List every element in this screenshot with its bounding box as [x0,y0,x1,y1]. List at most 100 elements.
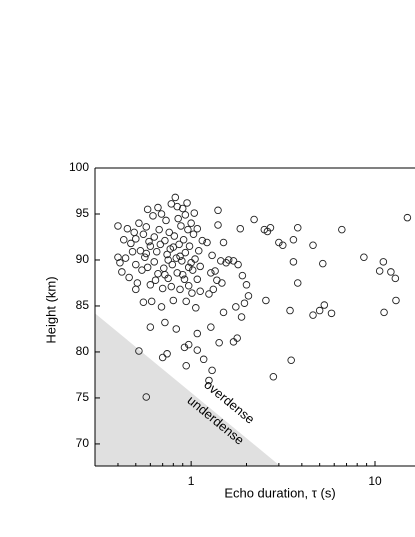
point [320,301,329,309]
point [209,285,218,294]
point [139,298,148,307]
point [162,216,170,225]
point [132,235,140,243]
point [275,238,283,247]
point [289,258,298,266]
point [188,289,196,297]
y-tick-label: 75 [76,390,90,404]
point [214,206,222,215]
point [238,271,247,280]
point [135,219,143,227]
point [185,242,194,250]
point [142,393,151,401]
point [157,303,166,311]
point [215,339,223,347]
point [176,252,184,261]
point [250,215,258,224]
point [143,263,152,272]
point [184,281,193,290]
point [182,361,190,370]
point [167,200,176,208]
point [155,225,163,234]
point [169,296,178,305]
point [380,308,388,317]
point [152,247,161,256]
point [123,224,132,233]
point [189,230,198,238]
point [114,253,122,261]
point [158,284,167,293]
point [176,285,184,294]
point [379,258,388,266]
point [286,306,294,315]
point [161,270,169,279]
point [119,235,128,244]
point [174,214,182,223]
point [192,304,200,312]
point [309,311,317,319]
point [178,270,187,279]
point [240,299,249,307]
point [178,204,187,213]
point [233,334,241,342]
point [195,247,203,255]
point [187,258,195,267]
point [146,281,155,289]
point [207,269,215,277]
point [391,274,400,283]
point [173,202,181,211]
point [205,290,213,298]
point [142,249,151,258]
point [193,224,202,233]
point [146,323,155,331]
point [219,238,228,247]
point [168,260,177,269]
point [392,296,400,305]
point [157,210,166,218]
point [161,318,169,327]
point [218,279,226,287]
x-tick-label: 1 [188,474,195,488]
point [146,242,155,250]
point [193,329,202,338]
point [147,297,156,306]
point [183,199,191,207]
point [196,287,204,295]
point [149,212,157,220]
point [224,256,233,264]
y-tick-label: 100 [69,160,89,174]
point [293,279,302,287]
x-axis-title: Echo duration, τ (s) [224,485,335,500]
point [229,257,238,265]
point [188,266,197,274]
point [151,276,160,284]
point [133,279,142,287]
y-tick-label: 90 [76,252,90,266]
point [214,221,222,229]
point [242,281,251,289]
y-axis-title: Height (km) [43,276,58,343]
point [269,373,278,381]
point [167,282,176,291]
point [178,257,186,265]
point [198,236,207,245]
point [139,230,148,238]
point [180,275,189,284]
point [244,292,253,300]
point [150,233,158,241]
point [187,219,195,227]
y-tick-label: 85 [76,298,90,312]
point [236,224,245,233]
plot-area [95,193,412,466]
point [158,353,167,362]
point [165,228,173,237]
point [309,241,317,250]
point [135,347,143,355]
point [193,346,202,354]
point [289,235,298,244]
point [132,285,140,294]
point [208,366,216,375]
point [160,264,168,273]
point [205,376,213,385]
